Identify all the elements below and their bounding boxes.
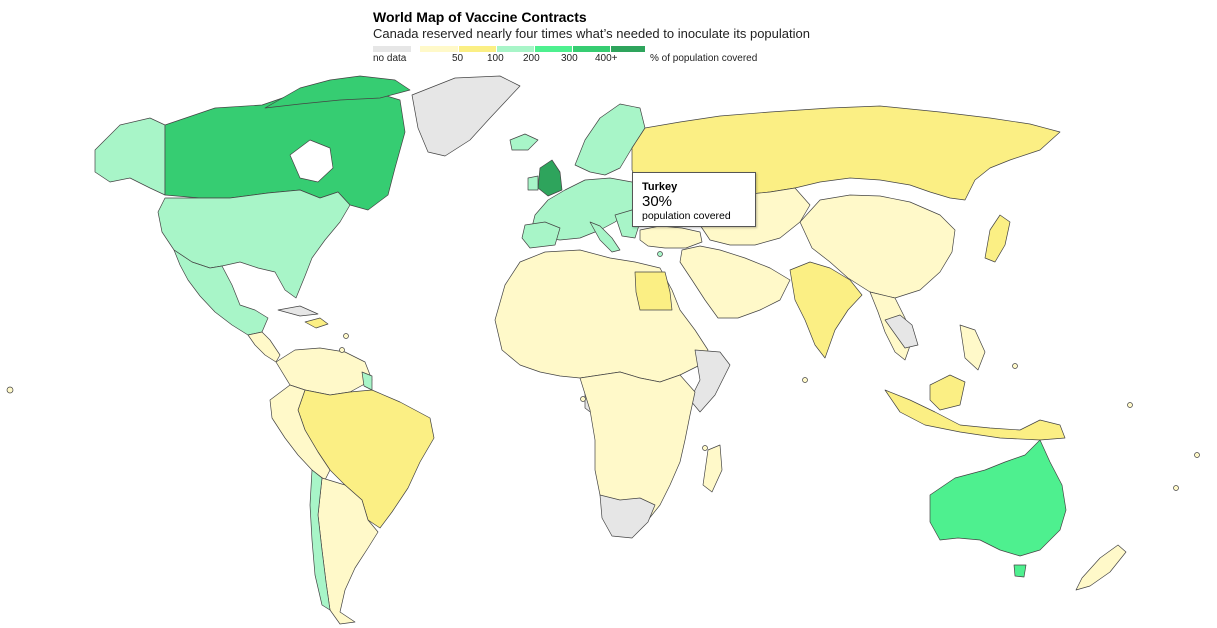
legend-no-data-label: no data bbox=[373, 53, 407, 64]
legend-tick: 100 bbox=[487, 53, 504, 64]
legend-unit-label: % of population covered bbox=[650, 53, 758, 64]
region-indochina-grey[interactable] bbox=[884, 314, 919, 349]
central-america[interactable] bbox=[247, 331, 281, 363]
country-japan[interactable] bbox=[984, 214, 1011, 263]
canada-arctic-islands[interactable] bbox=[264, 75, 411, 109]
country-spain[interactable] bbox=[521, 221, 561, 249]
legend-swatch-0-50 bbox=[420, 46, 458, 52]
country-peru-bolivia[interactable] bbox=[269, 384, 331, 481]
country-india[interactable] bbox=[789, 261, 863, 359]
country-china[interactable] bbox=[799, 194, 956, 299]
country-somalia-grey[interactable] bbox=[689, 349, 731, 413]
country-alaska[interactable] bbox=[94, 117, 166, 196]
region-middle-east[interactable] bbox=[679, 245, 791, 319]
tooltip-country-name: Turkey bbox=[642, 181, 678, 193]
island-dot[interactable] bbox=[702, 445, 708, 451]
country-australia[interactable] bbox=[929, 439, 1067, 557]
island-dot[interactable] bbox=[1194, 452, 1200, 458]
island-dot[interactable] bbox=[802, 377, 808, 383]
country-chile[interactable] bbox=[309, 469, 331, 611]
island-dot[interactable] bbox=[580, 396, 586, 402]
country-philippines[interactable] bbox=[959, 324, 986, 371]
country-borneo[interactable] bbox=[929, 374, 966, 411]
island-dot[interactable] bbox=[1127, 402, 1133, 408]
country-tasmania[interactable] bbox=[1013, 564, 1027, 578]
island-dot[interactable] bbox=[1173, 485, 1179, 491]
country-greenland[interactable] bbox=[411, 75, 521, 157]
country-tooltip: Turkey 30% population covered bbox=[632, 172, 756, 227]
island-dot[interactable] bbox=[6, 386, 14, 394]
country-cuba[interactable] bbox=[277, 305, 319, 317]
region-north-africa[interactable] bbox=[494, 249, 709, 383]
map-subtitle: Canada reserved nearly four times what’s… bbox=[373, 26, 810, 41]
country-indonesia[interactable] bbox=[884, 389, 1066, 441]
country-turkey-highlighted[interactable] bbox=[639, 225, 703, 249]
country-hispaniola[interactable] bbox=[304, 317, 329, 329]
legend-swatch-50-100 bbox=[459, 46, 496, 52]
legend-swatch-no-data bbox=[373, 46, 411, 52]
country-guyana-region[interactable] bbox=[361, 371, 373, 391]
island-dot[interactable] bbox=[657, 251, 663, 257]
country-madagascar[interactable] bbox=[702, 444, 723, 493]
legend-swatch-300-400 bbox=[573, 46, 610, 52]
country-south-africa-grey[interactable] bbox=[599, 494, 656, 539]
country-iceland[interactable] bbox=[509, 133, 539, 151]
chart-header: World Map of Vaccine Contracts Canada re… bbox=[373, 8, 810, 42]
region-southern-africa[interactable] bbox=[579, 371, 696, 531]
legend-swatch-100-200 bbox=[497, 46, 534, 52]
legend-tick: 200 bbox=[523, 53, 540, 64]
legend-swatch-400-plus bbox=[611, 46, 645, 52]
country-mexico[interactable] bbox=[173, 249, 269, 336]
tooltip-label: population covered bbox=[642, 210, 731, 222]
hudson-bay bbox=[289, 139, 334, 183]
island-dot[interactable] bbox=[343, 333, 349, 339]
legend-tick: 50 bbox=[452, 53, 464, 64]
legend-swatch-200-300 bbox=[535, 46, 572, 52]
island-dot[interactable] bbox=[339, 347, 345, 353]
legend-tick: 300 bbox=[561, 53, 578, 64]
legend-tick: 400+ bbox=[595, 53, 618, 64]
country-egypt[interactable] bbox=[634, 271, 673, 311]
country-usa[interactable] bbox=[157, 189, 351, 299]
country-italy[interactable] bbox=[589, 221, 621, 253]
country-new-zealand[interactable] bbox=[1075, 544, 1127, 591]
country-ireland[interactable] bbox=[527, 175, 539, 191]
island-dot[interactable] bbox=[1012, 363, 1018, 369]
tooltip-value: 30% bbox=[642, 193, 673, 210]
map-title: World Map of Vaccine Contracts bbox=[373, 9, 587, 25]
country-uk[interactable] bbox=[537, 159, 563, 197]
